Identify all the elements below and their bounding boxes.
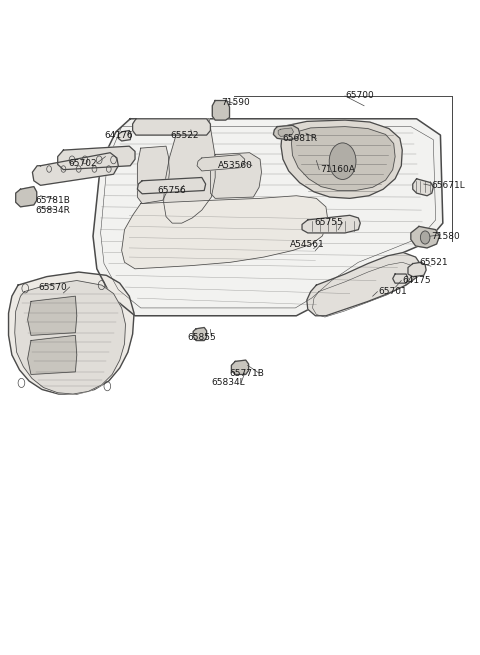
Polygon shape bbox=[118, 130, 131, 141]
Polygon shape bbox=[197, 155, 245, 171]
Polygon shape bbox=[212, 100, 229, 120]
Polygon shape bbox=[28, 296, 77, 335]
Polygon shape bbox=[121, 196, 328, 269]
Text: 65700: 65700 bbox=[345, 92, 374, 100]
Polygon shape bbox=[291, 126, 395, 191]
Polygon shape bbox=[307, 252, 421, 316]
Polygon shape bbox=[58, 146, 135, 170]
Polygon shape bbox=[164, 119, 215, 223]
Polygon shape bbox=[28, 335, 77, 375]
Text: 65521: 65521 bbox=[419, 258, 447, 267]
Text: 65681R: 65681R bbox=[282, 134, 317, 143]
Text: 65781B: 65781B bbox=[36, 196, 71, 205]
Text: 71580: 71580 bbox=[431, 232, 460, 240]
Text: 71160A: 71160A bbox=[320, 165, 355, 174]
Polygon shape bbox=[9, 272, 134, 394]
Polygon shape bbox=[137, 178, 205, 194]
Text: 65756: 65756 bbox=[158, 186, 187, 195]
Polygon shape bbox=[231, 360, 249, 375]
Polygon shape bbox=[278, 128, 293, 136]
Polygon shape bbox=[210, 153, 262, 198]
Circle shape bbox=[329, 143, 356, 179]
Polygon shape bbox=[413, 179, 433, 196]
Text: 65834R: 65834R bbox=[36, 206, 71, 215]
Text: 71590: 71590 bbox=[221, 98, 250, 107]
Polygon shape bbox=[33, 153, 118, 185]
Text: 65771B: 65771B bbox=[230, 369, 264, 378]
Text: 64175: 64175 bbox=[402, 276, 431, 285]
Polygon shape bbox=[302, 215, 360, 233]
Text: 65671L: 65671L bbox=[431, 181, 465, 190]
Polygon shape bbox=[193, 328, 206, 341]
Circle shape bbox=[420, 231, 430, 244]
Polygon shape bbox=[93, 119, 443, 316]
Polygon shape bbox=[274, 125, 300, 140]
Text: 65855: 65855 bbox=[188, 333, 216, 342]
Text: 65701: 65701 bbox=[378, 287, 407, 296]
Polygon shape bbox=[16, 187, 36, 207]
Polygon shape bbox=[411, 227, 440, 248]
Polygon shape bbox=[132, 119, 210, 135]
Polygon shape bbox=[408, 262, 426, 276]
Text: 65522: 65522 bbox=[171, 130, 199, 140]
Text: 65755: 65755 bbox=[314, 218, 343, 227]
Text: 65834L: 65834L bbox=[211, 379, 245, 388]
Polygon shape bbox=[137, 146, 169, 204]
Text: 64176: 64176 bbox=[104, 130, 132, 140]
Text: 65570: 65570 bbox=[38, 282, 67, 291]
Text: A53560: A53560 bbox=[218, 161, 252, 170]
Polygon shape bbox=[281, 120, 402, 198]
Polygon shape bbox=[15, 280, 125, 394]
Polygon shape bbox=[393, 274, 408, 283]
Text: A54561: A54561 bbox=[289, 240, 324, 248]
Text: 65702: 65702 bbox=[68, 159, 97, 168]
